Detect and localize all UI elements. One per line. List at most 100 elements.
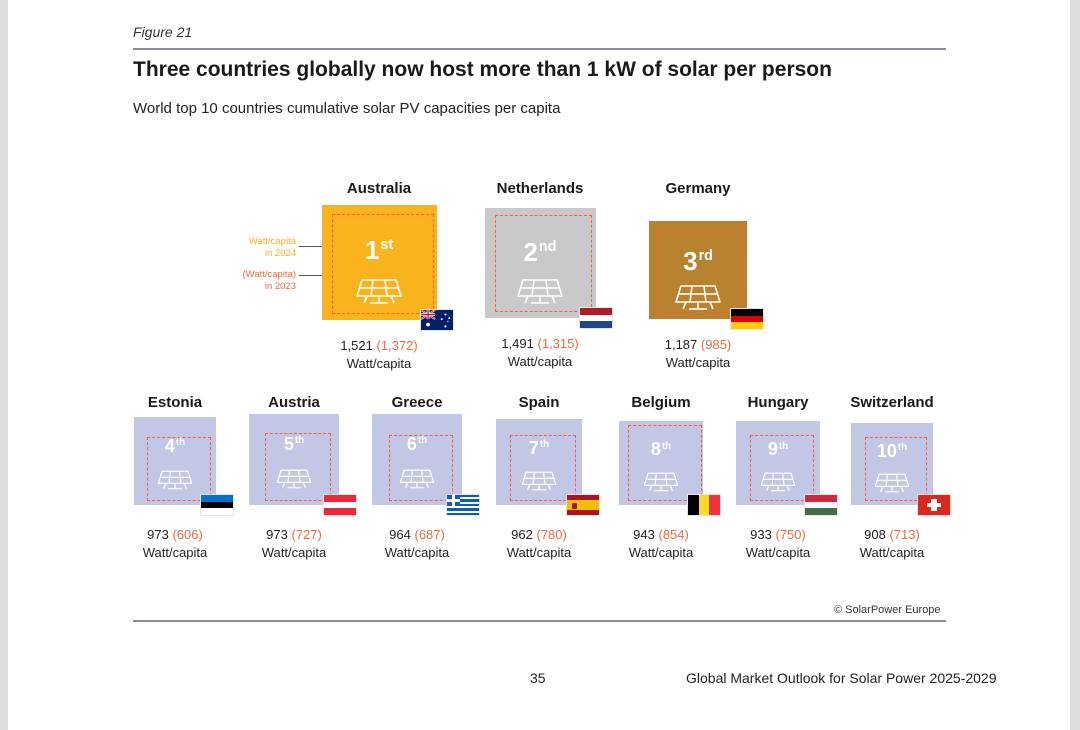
value-2023: (687)	[414, 527, 445, 542]
rank-number: 6	[406, 434, 417, 455]
capacity-box-2023	[265, 433, 331, 501]
solar-panel-icon	[275, 467, 313, 496]
value-2024: 1,491	[501, 336, 534, 351]
unit-label: Watt/capita	[346, 356, 412, 371]
rank-label: 1st	[339, 235, 419, 266]
rank-number: 7	[528, 437, 539, 458]
unit-label: Watt/capita	[506, 545, 572, 560]
rank-number: 3	[683, 246, 698, 277]
copyright-note: © SolarPower Europe	[834, 604, 941, 616]
rank-suffix: th	[175, 437, 186, 449]
value-2023: (1,315)	[537, 336, 579, 351]
value-2024: 943	[633, 527, 655, 542]
capacity-box-2023	[389, 435, 453, 501]
capacity-values: 943 (854)	[581, 527, 741, 542]
country-name: Greece	[391, 394, 443, 411]
legend-2023-leader	[299, 275, 332, 276]
value-2023: (780)	[536, 527, 567, 542]
capacity-values: 1,521 (1,372)	[299, 338, 459, 353]
legend-2023: (Watt/capita) in 2023	[214, 269, 297, 293]
rank-suffix: th	[778, 440, 789, 452]
value-2024: 973	[266, 527, 288, 542]
solar-panel-icon	[515, 276, 565, 312]
unit-label: Watt/capita	[859, 545, 925, 560]
rank-suffix: th	[539, 438, 550, 450]
belgium-flag-icon	[687, 494, 721, 516]
hungary-flag-icon	[804, 494, 838, 516]
germany-flag-icon	[730, 308, 764, 330]
rank-suffix: th	[661, 440, 672, 452]
solar-panel-icon	[873, 471, 911, 500]
document-page: Figure 21 Three countries globally now h…	[8, 0, 1070, 730]
unit-label: Watt/capita	[384, 545, 450, 560]
australia-flag-icon	[419, 309, 454, 331]
rank-number: 8	[650, 439, 661, 460]
rank-number: 4	[164, 436, 175, 457]
rank-suffix: rd	[698, 248, 713, 265]
capacity-values: 1,187 (985)	[618, 337, 778, 352]
estonia-flag-icon	[200, 494, 234, 516]
capacity-box-2023	[659, 231, 741, 313]
capacity-box-2024	[372, 414, 462, 505]
value-2024: 908	[864, 527, 886, 542]
unit-label: Watt/capita	[745, 545, 811, 560]
capacity-values: 973 (606)	[95, 527, 255, 542]
country-name: Switzerland	[850, 394, 934, 411]
capacity-values: 933 (750)	[698, 527, 858, 542]
capacity-box-2023	[865, 437, 927, 501]
capacity-box-2023	[331, 214, 434, 314]
capacity-box-2023	[147, 437, 211, 501]
rank-label: 9th	[738, 439, 818, 460]
figure-subtitle: World top 10 countries cumulative solar …	[133, 100, 561, 117]
page-number: 35	[530, 670, 546, 686]
capacity-values: 1,491 (1,315)	[460, 336, 620, 351]
value-2023: (1,372)	[376, 338, 418, 353]
rank-label: 2nd	[500, 237, 580, 268]
legend-2023-line1: (Watt/capita)	[242, 269, 297, 280]
rank-number: 2	[523, 236, 538, 267]
rank-number: 1	[364, 234, 380, 265]
value-2023: (606)	[172, 527, 203, 542]
solar-panel-icon	[759, 470, 797, 499]
country-name: Hungary	[747, 394, 809, 411]
rank-label: 8th	[621, 439, 701, 460]
legend-2023-line2: in 2023	[264, 281, 296, 292]
rank-label: 6th	[377, 434, 457, 455]
country-name: Austria	[268, 394, 320, 411]
rank-suffix: nd	[539, 238, 557, 255]
capacity-box-2023	[628, 425, 702, 501]
rank-number: 5	[283, 434, 294, 455]
capacity-box-2023	[494, 215, 592, 312]
unit-label: Watt/capita	[142, 545, 208, 560]
solar-panel-icon	[520, 469, 558, 498]
country-name: Netherlands	[496, 180, 584, 197]
figure-label: Figure 21	[133, 24, 193, 40]
switzerland-flag-icon	[917, 494, 951, 516]
rank-suffix: th	[294, 435, 305, 447]
capacity-values: 973 (727)	[214, 527, 374, 542]
capacity-box-2023	[750, 435, 814, 501]
capacity-box-2023	[510, 435, 576, 501]
solar-panel-icon	[354, 276, 404, 312]
value-2024: 1,187	[664, 337, 698, 352]
greece-flag-icon	[446, 494, 480, 516]
value-2023: (750)	[775, 527, 806, 542]
value-2024: 1,521	[340, 338, 373, 353]
value-2023: (985)	[700, 337, 732, 352]
solar-panel-icon	[156, 468, 194, 497]
legend-2024-leader	[299, 246, 332, 247]
bottom-rule	[133, 620, 946, 622]
capacity-values: 908 (713)	[812, 527, 972, 542]
country-name: Spain	[518, 394, 560, 411]
unit-label: Watt/capita	[261, 545, 327, 560]
rank-label: 7th	[499, 438, 579, 459]
rank-label: 4th	[135, 436, 215, 457]
country-name: Australia	[346, 180, 412, 197]
country-name: Germany	[665, 180, 731, 197]
rank-label: 10th	[852, 441, 932, 462]
solar-panel-icon	[398, 467, 436, 496]
value-2023: (727)	[291, 527, 322, 542]
value-2023: (713)	[889, 527, 920, 542]
country-name: Estonia	[147, 394, 203, 411]
solar-panel-icon	[673, 282, 723, 318]
